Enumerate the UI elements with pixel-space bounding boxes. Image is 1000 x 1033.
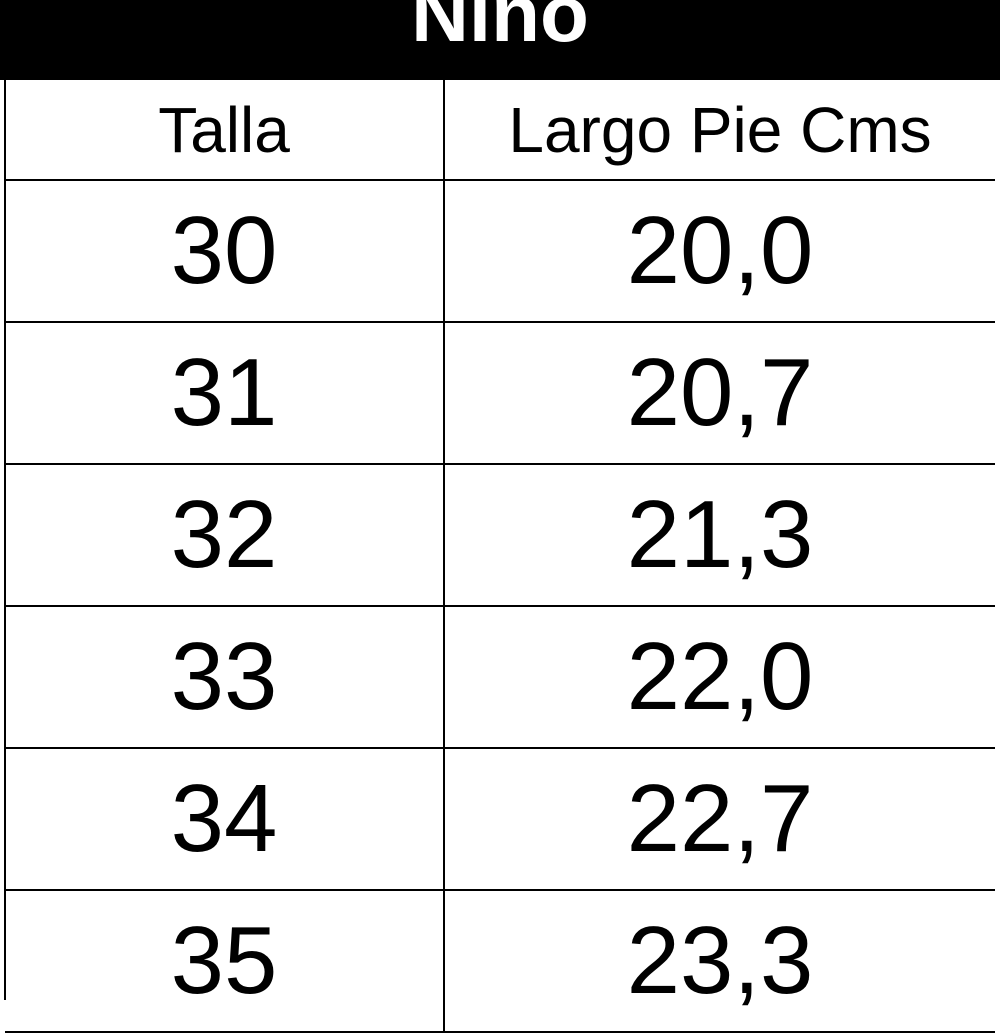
largo-cell: 22,7 bbox=[626, 765, 814, 872]
talla-cell: 32 bbox=[5, 465, 445, 605]
title-bar: Niño bbox=[0, 0, 1000, 80]
table-row: 35 23,3 bbox=[5, 891, 995, 1033]
table-row: 34 22,7 bbox=[5, 749, 995, 891]
table-border bbox=[4, 80, 6, 1000]
talla-cell: 34 bbox=[5, 749, 445, 889]
largo-cell: 23,3 bbox=[626, 907, 814, 1014]
largo-cell: 20,7 bbox=[626, 339, 814, 446]
largo-cell: 20,0 bbox=[626, 197, 814, 304]
talla-cell: 35 bbox=[5, 891, 445, 1031]
header-row: Talla Largo Pie Cms bbox=[5, 80, 995, 181]
size-table: Talla Largo Pie Cms 30 20,0 31 20,7 32 21,3 33… bbox=[5, 80, 995, 1033]
largo-cell: 22,0 bbox=[626, 623, 814, 730]
column-header-largo: Largo Pie Cms bbox=[508, 93, 932, 166]
talla-cell: 31 bbox=[5, 323, 445, 463]
largo-cell: 21,3 bbox=[626, 481, 814, 588]
table-row: 33 22,0 bbox=[5, 607, 995, 749]
table-title: Niño bbox=[411, 0, 589, 58]
talla-cell: 33 bbox=[5, 607, 445, 747]
table-row: 32 21,3 bbox=[5, 465, 995, 607]
column-header-talla: Talla bbox=[5, 80, 445, 179]
table-row: 30 20,0 bbox=[5, 181, 995, 323]
table-row: 31 20,7 bbox=[5, 323, 995, 465]
talla-cell: 30 bbox=[5, 181, 445, 321]
